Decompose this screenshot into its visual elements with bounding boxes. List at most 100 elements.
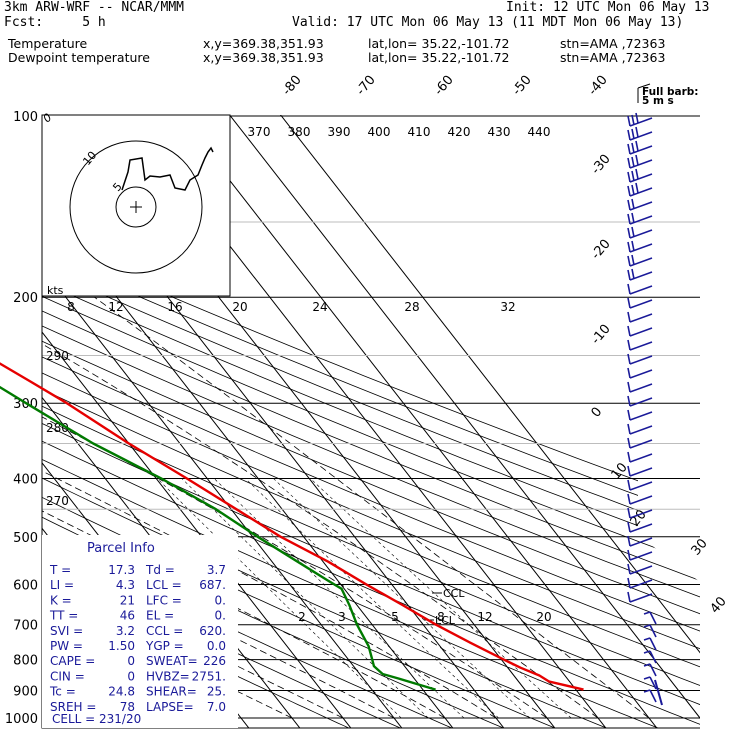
full-barb-unit: 5 m s — [642, 95, 674, 107]
wind-barb — [627, 140, 653, 155]
parcel-key-left-9: SREH = — [50, 700, 96, 714]
wind-barb — [627, 591, 653, 603]
wind-barb — [627, 311, 653, 323]
isotherm-60 — [259, 115, 700, 728]
speed-labels: 8 12 16 20 24 28 32 — [67, 300, 515, 314]
parcel-value-left-6: 0 — [127, 654, 135, 668]
speed-label-32: 32 — [500, 300, 515, 314]
wind-barb-surface — [654, 679, 663, 706]
parcel-value-left-2: 21 — [120, 593, 135, 607]
hodograph-ring-5 — [115, 186, 157, 228]
pressure-label-700: 700 — [13, 619, 38, 634]
legend-temperature-stn: stn=AMA ,72363 — [560, 36, 665, 51]
wind-barb — [627, 339, 653, 351]
parcel-value-left-0: 17.3 — [108, 563, 135, 577]
hodograph-kts-label: kts — [47, 284, 64, 297]
mixing-ratio-label-12: 12 — [477, 610, 492, 624]
wind-barb — [627, 535, 653, 547]
full-barb-label: Full barb: — [642, 86, 698, 98]
isentrope-label-440: 440 — [528, 125, 551, 139]
pressure-label-100: 100 — [13, 110, 38, 125]
isentrope-310 — [42, 115, 666, 728]
wind-barb — [627, 521, 653, 533]
parcel-value-right-6: 226 — [203, 654, 226, 668]
parcel-key-right-2: LFC = — [146, 593, 182, 607]
wind-barb-legend: Full barb: 5 m s — [637, 83, 698, 107]
parcel-key-right-5: YGP = — [145, 639, 184, 653]
hodograph: 0 10 5 kts — [41, 111, 231, 297]
isotherm-label--60: -60 — [432, 73, 457, 99]
isentrope-label-390: 390 — [328, 125, 351, 139]
isentrope-320 — [42, 115, 700, 728]
parcel-value-right-3: 0. — [215, 609, 226, 623]
wind-barb — [627, 126, 653, 141]
speed-label-24: 24 — [312, 300, 327, 314]
wind-barb — [643, 611, 657, 625]
wind-barb — [627, 254, 653, 267]
legend-temperature-latlon: lat,lon= 35.22,-101.72 — [368, 36, 510, 51]
parcel-value-right-0: 3.7 — [207, 563, 226, 577]
isentrope-label-270: 270 — [46, 494, 69, 508]
wind-barb — [643, 637, 657, 651]
parcel-value-left-9: 78 — [120, 700, 135, 714]
speed-label-12: 12 — [108, 300, 123, 314]
pressure-label-600: 600 — [13, 578, 38, 593]
wind-barb — [627, 395, 653, 407]
wind-barb — [627, 182, 653, 197]
wind-barb — [627, 479, 653, 491]
dewpoint-profile — [0, 385, 436, 691]
mixing-ratio-20 — [310, 478, 572, 719]
wind-barb — [627, 493, 653, 505]
parcel-value-left-1: 4.3 — [116, 578, 135, 592]
wind-barb — [627, 226, 653, 239]
wind-barb — [627, 367, 653, 379]
legend-dewpoint-label: Dewpoint temperature — [8, 50, 150, 65]
isotherm-label-0: 0 — [589, 405, 606, 421]
parcel-key-left-8: Tc = — [49, 685, 76, 699]
wind-barb — [627, 577, 653, 589]
pressure-label-300: 300 — [13, 397, 38, 412]
wind-barb — [627, 112, 653, 127]
isentrope-250 — [42, 115, 355, 728]
isotherm-label--20: -20 — [589, 237, 614, 263]
legend-temperature-xy: x,y=369.38,351.93 — [203, 36, 324, 51]
isotherm-label--80: -80 — [280, 73, 305, 99]
wind-barb — [627, 437, 653, 449]
parcel-value-right-4: 620. — [199, 624, 226, 638]
isotherm-40 — [157, 115, 660, 728]
isotherm--20 — [42, 115, 354, 728]
wind-barb — [627, 154, 653, 169]
isotherm-label--10: -10 — [589, 322, 614, 348]
parcel-key-right-6: SWEAT= — [146, 654, 198, 668]
parcel-key-left-5: PW = — [50, 639, 83, 653]
wind-barb — [627, 563, 653, 575]
speed-label-8: 8 — [67, 300, 75, 314]
isentrope-360 — [42, 115, 700, 728]
wind-barb — [627, 268, 653, 281]
wind-barb — [643, 650, 657, 664]
pressure-label-400: 400 — [13, 472, 38, 487]
isentrope-label-430: 430 — [488, 125, 511, 139]
isotherm-label-40: 40 — [708, 594, 730, 616]
sounding-profiles — [0, 362, 584, 691]
parcel-key-left-3: TT = — [49, 609, 78, 623]
isentrope-label-410: 410 — [408, 125, 431, 139]
parcel-value-left-5: 1.50 — [108, 639, 135, 653]
wind-barb — [627, 198, 653, 211]
isotherm-label--50: -50 — [510, 73, 535, 99]
forecast-hour: Fcst: 5 h — [4, 15, 106, 30]
hodograph-trace — [121, 146, 214, 191]
speed-label-16: 16 — [167, 300, 182, 314]
parcel-key-left-0: T = — [49, 563, 71, 577]
mixing-ratio-label-2: 2 — [298, 610, 306, 624]
wind-barb — [627, 325, 653, 337]
mixing-ratio-label-20: 20 — [536, 610, 551, 624]
parcel-key-left-4: SVI = — [50, 624, 83, 638]
parcel-key-left-2: K = — [50, 593, 72, 607]
isentrope-300 — [42, 115, 614, 728]
isotherm--10 — [42, 115, 405, 728]
legend-dewpoint-latlon: lat,lon= 35.22,-101.72 — [368, 50, 510, 65]
ccl-label: CCL — [443, 587, 465, 600]
